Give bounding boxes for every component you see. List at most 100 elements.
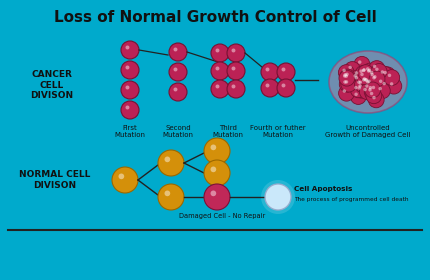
Circle shape — [390, 82, 393, 86]
Text: Third
Mutation: Third Mutation — [212, 125, 243, 138]
Circle shape — [362, 68, 366, 72]
Circle shape — [211, 144, 216, 150]
Circle shape — [372, 76, 376, 80]
Circle shape — [358, 65, 374, 81]
Circle shape — [368, 72, 384, 88]
Circle shape — [360, 73, 364, 76]
Circle shape — [215, 67, 219, 71]
Circle shape — [364, 84, 380, 100]
Circle shape — [369, 86, 372, 89]
Circle shape — [343, 74, 347, 78]
Circle shape — [344, 62, 360, 77]
Circle shape — [362, 69, 366, 72]
Circle shape — [173, 48, 178, 52]
Circle shape — [370, 71, 373, 74]
Circle shape — [366, 67, 369, 71]
Circle shape — [169, 63, 187, 81]
Circle shape — [211, 190, 216, 196]
Circle shape — [366, 69, 382, 85]
Circle shape — [354, 56, 370, 72]
Circle shape — [359, 84, 375, 100]
Circle shape — [126, 45, 129, 50]
Circle shape — [354, 93, 358, 96]
Circle shape — [158, 150, 184, 176]
Circle shape — [215, 85, 219, 88]
Circle shape — [341, 69, 357, 85]
Circle shape — [359, 81, 362, 84]
Circle shape — [356, 69, 372, 85]
Circle shape — [261, 79, 279, 97]
Circle shape — [358, 74, 374, 90]
Circle shape — [363, 65, 379, 81]
Circle shape — [211, 62, 229, 80]
Circle shape — [384, 70, 399, 85]
Circle shape — [121, 101, 139, 119]
Circle shape — [169, 43, 187, 61]
Circle shape — [338, 85, 354, 101]
Circle shape — [121, 41, 139, 59]
Circle shape — [158, 184, 184, 210]
Circle shape — [361, 80, 377, 96]
Text: Fourth or futher
Mutation: Fourth or futher Mutation — [250, 125, 306, 138]
Circle shape — [353, 76, 369, 92]
Circle shape — [359, 73, 375, 89]
Circle shape — [231, 48, 236, 52]
Circle shape — [344, 74, 348, 78]
Circle shape — [355, 71, 358, 75]
Circle shape — [359, 64, 374, 80]
Text: NORMAL CELL
DIVISON: NORMAL CELL DIVISON — [19, 170, 91, 190]
Circle shape — [371, 64, 387, 80]
Circle shape — [357, 80, 361, 84]
Circle shape — [350, 72, 366, 88]
Circle shape — [204, 184, 230, 210]
Circle shape — [339, 76, 355, 92]
Circle shape — [365, 84, 369, 88]
Circle shape — [282, 83, 286, 87]
Text: Cell Apoptosis: Cell Apoptosis — [294, 186, 352, 192]
Circle shape — [356, 66, 371, 81]
Circle shape — [126, 85, 129, 89]
Circle shape — [265, 67, 270, 71]
Circle shape — [369, 71, 385, 87]
Circle shape — [358, 84, 362, 88]
Circle shape — [366, 80, 369, 84]
Circle shape — [366, 88, 382, 104]
Circle shape — [384, 71, 387, 74]
Circle shape — [211, 44, 229, 62]
Circle shape — [386, 78, 402, 94]
Circle shape — [370, 73, 374, 76]
Circle shape — [388, 74, 391, 77]
Circle shape — [350, 82, 366, 98]
Circle shape — [345, 80, 348, 84]
Text: Uncontrolled
Growth of Damaged Cell: Uncontrolled Growth of Damaged Cell — [326, 125, 411, 138]
Circle shape — [341, 71, 356, 86]
Circle shape — [373, 75, 377, 78]
Circle shape — [359, 69, 363, 73]
Circle shape — [365, 78, 368, 82]
Circle shape — [277, 63, 295, 81]
Circle shape — [343, 89, 346, 93]
Circle shape — [204, 138, 230, 164]
Circle shape — [227, 44, 245, 62]
Text: Second
Mutation: Second Mutation — [163, 125, 194, 138]
Circle shape — [173, 67, 178, 71]
Circle shape — [367, 69, 370, 73]
Text: CANCER
CELL
DIVISON: CANCER CELL DIVISON — [31, 70, 74, 100]
Circle shape — [173, 87, 178, 92]
Circle shape — [344, 73, 347, 76]
Circle shape — [364, 78, 368, 81]
Circle shape — [227, 80, 245, 98]
Circle shape — [169, 83, 187, 101]
Circle shape — [265, 184, 291, 210]
Circle shape — [370, 92, 373, 95]
Circle shape — [375, 76, 391, 91]
Circle shape — [361, 74, 377, 90]
Circle shape — [261, 180, 295, 214]
Circle shape — [342, 69, 346, 72]
Circle shape — [354, 82, 369, 98]
Circle shape — [366, 67, 382, 83]
Ellipse shape — [329, 51, 407, 113]
Text: Damaged Cell - No Repair: Damaged Cell - No Repair — [179, 213, 265, 219]
Circle shape — [362, 63, 378, 79]
Circle shape — [354, 86, 358, 89]
